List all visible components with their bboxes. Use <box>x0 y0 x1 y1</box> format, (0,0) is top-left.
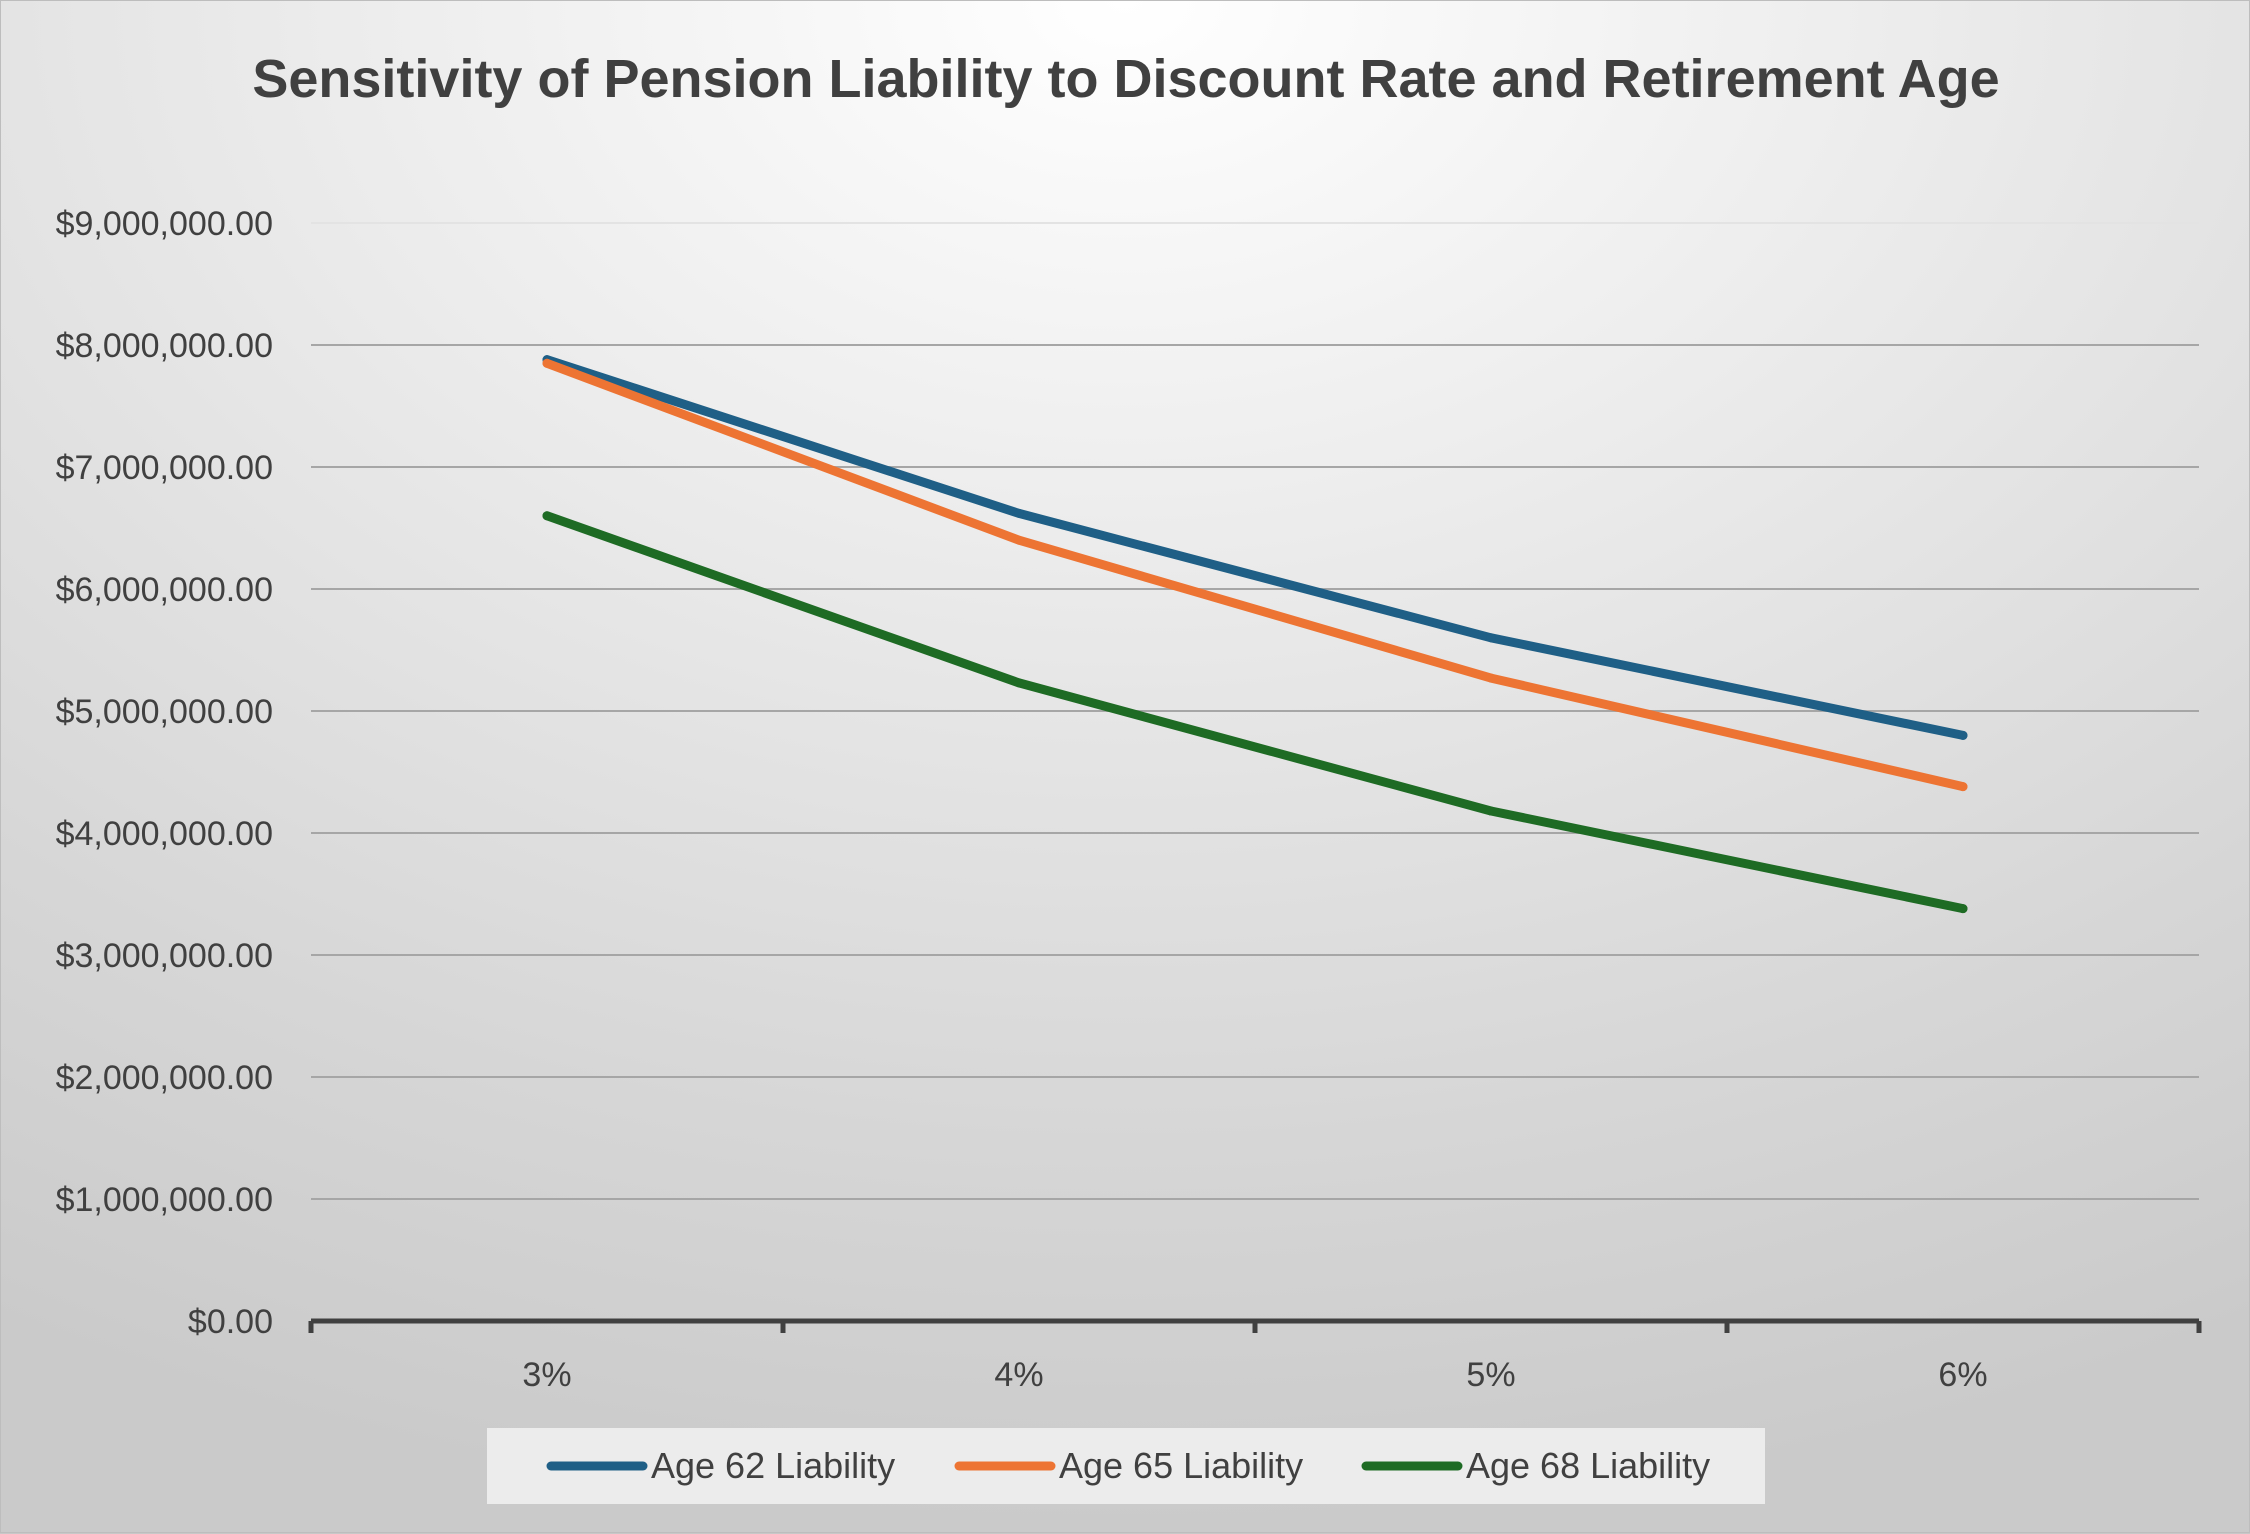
y-tick-label: $1,000,000.00 <box>56 1181 273 1219</box>
data-point <box>1014 678 1024 688</box>
data-point <box>1014 508 1024 518</box>
y-tick-label: $0.00 <box>188 1303 273 1341</box>
series-line <box>542 511 1968 914</box>
data-point <box>1014 535 1024 545</box>
chart-title: Sensitivity of Pension Liability to Disc… <box>252 49 1999 109</box>
gridlines <box>311 222 2199 1200</box>
x-tick-label: 6% <box>1938 1356 1987 1394</box>
legend-label: Age 68 Liability <box>1466 1445 1710 1486</box>
y-tick-label: $4,000,000.00 <box>56 815 273 853</box>
series-lines <box>542 355 1968 914</box>
legend: Age 62 Liability Age 65 Liability Age 68 L… <box>487 1428 1765 1504</box>
y-tick-label: $6,000,000.00 <box>56 571 273 609</box>
x-axis-tick-labels: 3% 4% 5% 6% <box>522 1356 1987 1394</box>
y-tick-label: $8,000,000.00 <box>56 327 273 365</box>
y-tick-label: $7,000,000.00 <box>56 449 273 487</box>
y-axis-tick-labels: $0.00 $1,000,000.00 $2,000,000.00 $3,000,00… <box>56 205 273 1341</box>
x-axis <box>308 1318 2202 1333</box>
legend-label: Age 62 Liability <box>651 1445 895 1486</box>
data-point <box>1958 730 1968 740</box>
y-tick-label: $2,000,000.00 <box>56 1059 273 1097</box>
data-point <box>1958 782 1968 792</box>
data-point <box>1486 673 1496 683</box>
data-point <box>542 511 552 521</box>
y-tick-label: $9,000,000.00 <box>56 205 273 243</box>
x-tick-label: 4% <box>994 1356 1043 1394</box>
data-point <box>1958 904 1968 914</box>
y-tick-label: $3,000,000.00 <box>56 937 273 975</box>
series-line <box>542 358 1968 792</box>
data-point <box>542 358 552 368</box>
legend-box <box>487 1428 1765 1504</box>
y-tick-label: $5,000,000.00 <box>56 693 273 731</box>
legend-label: Age 65 Liability <box>1059 1445 1303 1486</box>
data-point <box>1486 633 1496 643</box>
x-tick-label: 3% <box>522 1356 571 1394</box>
data-point <box>1486 806 1496 816</box>
x-tick-label: 5% <box>1466 1356 1515 1394</box>
series-line <box>542 355 1968 740</box>
